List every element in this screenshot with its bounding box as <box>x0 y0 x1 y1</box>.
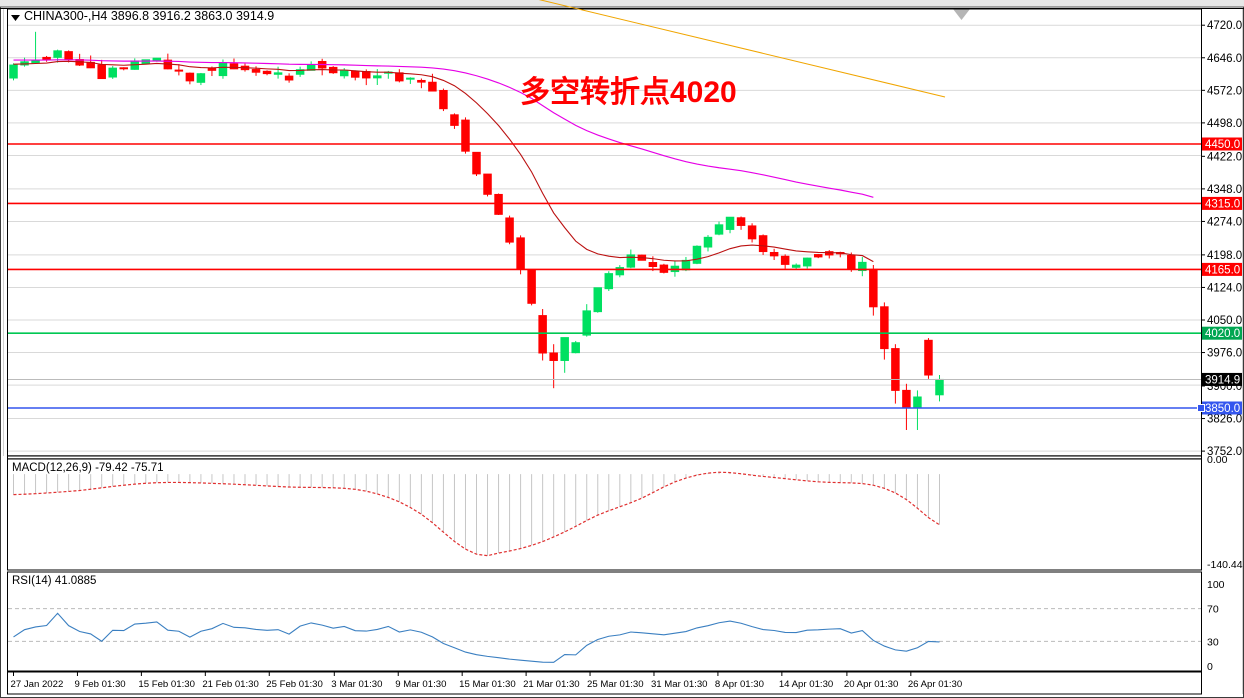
svg-text:4165.0: 4165.0 <box>1205 264 1240 276</box>
svg-text:9 Feb 01:30: 9 Feb 01:30 <box>74 679 125 690</box>
svg-text:多空转折点4020: 多空转折点4020 <box>520 76 737 109</box>
svg-text:31 Mar 01:30: 31 Mar 01:30 <box>651 679 708 690</box>
svg-text:4315.0: 4315.0 <box>1205 198 1240 210</box>
svg-text:4450.0: 4450.0 <box>1205 139 1240 151</box>
svg-text:4348.0: 4348.0 <box>1207 184 1242 196</box>
svg-text:14 Apr 01:30: 14 Apr 01:30 <box>779 679 833 690</box>
svg-text:4124.0: 4124.0 <box>1207 282 1242 294</box>
svg-text:4422.0: 4422.0 <box>1207 151 1242 163</box>
svg-text:3850.0: 3850.0 <box>1205 403 1240 415</box>
svg-text:MACD(12,26,9) -79.42 -75.71: MACD(12,26,9) -79.42 -75.71 <box>12 462 164 474</box>
svg-text:26 Apr 01:30: 26 Apr 01:30 <box>908 679 962 690</box>
svg-text:4572.0: 4572.0 <box>1207 85 1242 97</box>
svg-text:3 Mar 01:30: 3 Mar 01:30 <box>331 679 382 690</box>
svg-text:20 Apr 01:30: 20 Apr 01:30 <box>844 679 898 690</box>
svg-text:4198.0: 4198.0 <box>1207 250 1242 262</box>
svg-text:25 Mar 01:30: 25 Mar 01:30 <box>587 679 644 690</box>
svg-text:100: 100 <box>1207 579 1225 591</box>
svg-text:0.00: 0.00 <box>1207 454 1228 466</box>
svg-text:-140.44: -140.44 <box>1207 559 1243 571</box>
svg-text:15 Mar 01:30: 15 Mar 01:30 <box>459 679 516 690</box>
svg-text:3976.0: 3976.0 <box>1207 348 1242 360</box>
svg-text:27 Jan 2022: 27 Jan 2022 <box>11 679 64 690</box>
svg-text:3914.9: 3914.9 <box>1205 374 1240 386</box>
svg-text:4498.0: 4498.0 <box>1207 118 1242 130</box>
svg-text:4274.0: 4274.0 <box>1207 216 1242 228</box>
svg-text:25 Feb 01:30: 25 Feb 01:30 <box>266 679 323 690</box>
svg-text:21 Mar 01:30: 21 Mar 01:30 <box>523 679 580 690</box>
svg-text:RSI(14) 41.0885: RSI(14) 41.0885 <box>12 575 96 587</box>
svg-text:8 Apr 01:30: 8 Apr 01:30 <box>715 679 764 690</box>
svg-text:4646.0: 4646.0 <box>1207 53 1242 65</box>
svg-text:21 Feb 01:30: 21 Feb 01:30 <box>202 679 259 690</box>
svg-text:4720.0: 4720.0 <box>1207 20 1242 32</box>
svg-text:3826.0: 3826.0 <box>1207 414 1242 426</box>
svg-text:70: 70 <box>1207 604 1219 616</box>
svg-text:4020.0: 4020.0 <box>1205 328 1240 340</box>
svg-text:30: 30 <box>1207 636 1219 648</box>
svg-text:15 Feb 01:30: 15 Feb 01:30 <box>138 679 195 690</box>
svg-text:0: 0 <box>1207 661 1213 673</box>
svg-text:9 Mar 01:30: 9 Mar 01:30 <box>395 679 446 690</box>
svg-text:4050.0: 4050.0 <box>1207 315 1242 327</box>
svg-text:CHINA300-,H4 3896.8 3916.2 3: CHINA300-,H4 3896.8 3916.2 3863.0 3914.9 <box>24 9 274 23</box>
